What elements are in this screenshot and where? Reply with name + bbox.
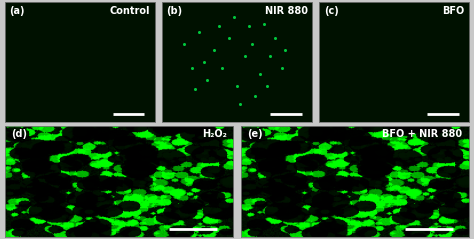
- Text: (a): (a): [9, 6, 25, 16]
- Text: Control: Control: [110, 6, 150, 16]
- Text: H₂O₂: H₂O₂: [202, 129, 227, 139]
- Text: (c): (c): [324, 6, 338, 16]
- Text: BFO + NIR 880: BFO + NIR 880: [382, 129, 463, 139]
- Text: BFO: BFO: [443, 6, 465, 16]
- Text: (e): (e): [247, 129, 263, 139]
- Text: (d): (d): [11, 129, 27, 139]
- Text: NIR 880: NIR 880: [264, 6, 308, 16]
- Text: (b): (b): [166, 6, 182, 16]
